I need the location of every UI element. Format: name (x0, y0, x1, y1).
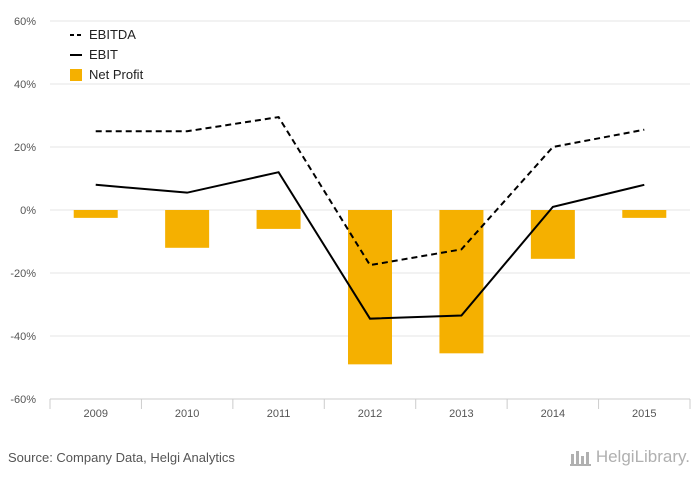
y-tick-label: 40% (14, 79, 36, 91)
net-profit-bars (73, 210, 667, 365)
x-tick-label: 2012 (358, 408, 382, 420)
legend-label: EBITDA (89, 27, 136, 42)
y-tick-label: 20% (14, 142, 36, 154)
bar-2015 (622, 210, 667, 218)
y-axis-ticks: 60% 40% 20% 0% -20% -40% -60% (10, 16, 36, 406)
source-note: Source: Company Data, Helgi Analytics (8, 450, 235, 465)
bar-2009 (73, 210, 118, 218)
x-tick-label: 2009 (83, 408, 107, 420)
x-tick-label: 2015 (632, 408, 656, 420)
y-tick-label: -40% (10, 331, 36, 343)
bar-2012 (348, 210, 392, 365)
x-tick-label: 2014 (541, 408, 565, 420)
line-ebit (95, 171, 645, 320)
legend-label: Net Profit (89, 67, 144, 82)
bar-2010 (165, 210, 210, 248)
x-axis: 2009 2010 2011 2012 2013 2014 2015 (49, 398, 691, 420)
brand-logo: HelgiLibrary. (569, 447, 690, 467)
brand-name: HelgiLibrary. (595, 447, 690, 466)
legend-label: EBIT (89, 47, 118, 62)
series-lines (95, 115, 645, 320)
library-icon (569, 451, 591, 466)
y-tick-label: 60% (14, 16, 36, 28)
x-tick-label: 2011 (267, 408, 291, 420)
line-ebitda (95, 115, 645, 267)
legend-swatch-net-profit (70, 69, 82, 81)
bar-2014 (530, 210, 575, 259)
y-tick-label: -60% (10, 394, 36, 406)
x-tick-label: 2010 (175, 408, 199, 420)
bar-2011 (256, 210, 301, 229)
x-tick-label: 2013 (449, 408, 473, 420)
legend: EBITDA EBIT Net Profit (70, 27, 144, 82)
y-tick-label: 0% (20, 205, 36, 217)
y-tick-label: -20% (10, 268, 36, 280)
